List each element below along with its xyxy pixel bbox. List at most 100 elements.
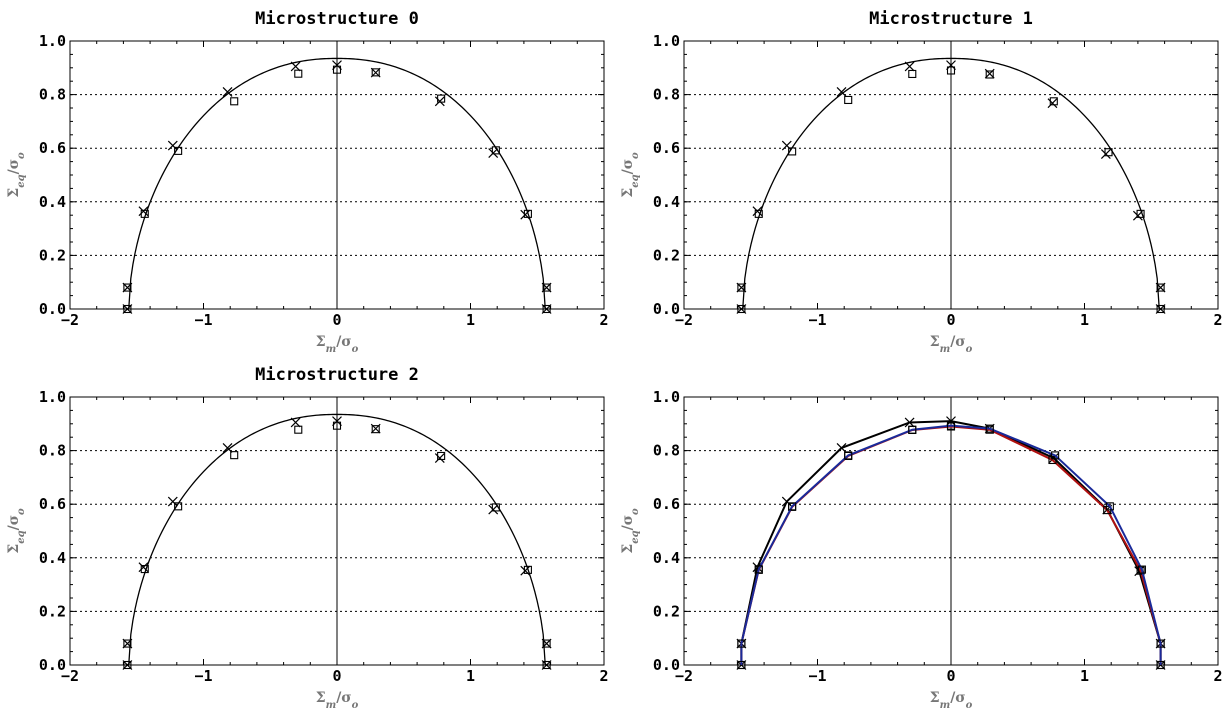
y-tick-label: 0.6 [653,139,680,157]
data-point-square [1156,639,1165,648]
data-point-square [788,147,797,156]
data-point-square [1049,97,1058,106]
data-point-cross [752,206,763,217]
data-point-square [844,95,853,105]
yield-curve [128,57,546,310]
x-tick-label: −1 [808,667,826,685]
data-point-square [985,424,994,433]
x-tick-label: −2 [675,667,693,685]
y-tick-label: 0.2 [653,602,680,620]
x-tick-label: 0 [946,667,955,685]
data-point-cross [290,61,301,72]
y-tick-label: 1.0 [653,32,680,50]
data-point-square [754,209,763,218]
data-point-square [788,502,797,511]
data-point-square [1136,209,1145,218]
data-point-square [523,209,532,218]
y-tick-label: 1.0 [653,388,680,406]
data-point-square [371,68,380,77]
x-axis-label: Σm/σo [316,334,359,355]
data-point-square [542,639,551,648]
data-point-square [230,451,239,460]
data-point-square [737,304,746,314]
x-tick-label: 0 [946,311,955,329]
data-point-square [1048,455,1057,465]
data-point-cross [167,140,178,151]
y-tick-label: 0.2 [39,602,66,620]
data-point-square [174,146,183,155]
x-axis-label: Σm/σo [930,690,973,711]
data-point-square [140,209,149,218]
data-point-square [985,70,994,79]
y-tick-label: 0.8 [39,442,66,460]
y-tick-label: 0.8 [653,86,680,104]
data-point-cross [167,496,178,507]
y-tick-label: 1.0 [39,32,66,50]
x-tick-label: −2 [61,667,79,685]
data-point-square [123,283,132,292]
y-tick-label: 0.8 [39,86,66,104]
data-point-square [332,65,342,74]
data-point-square [1105,502,1114,511]
y-tick-label: 0.6 [39,139,66,157]
data-point-square [140,565,149,574]
data-point-cross [781,140,792,151]
x-tick-label: 0 [332,667,341,685]
data-point-cross [781,496,792,507]
y-tick-label: 0.2 [39,246,66,264]
x-tick-label: 0 [332,311,341,329]
data-point-square [1156,283,1165,292]
x-tick-label: 1 [466,667,475,685]
data-point-square [908,425,917,434]
x-tick-label: 1 [466,311,475,329]
data-point-cross [488,504,499,515]
chart-panel-0: Microstructure 0 −2 −1 0 1 2 0.0 0.2 0.4 0.6 0.8 1.… [6,9,609,355]
chart-title: Microstructure 1 [869,9,1033,29]
x-tick-label: 2 [599,311,608,329]
data-point-square [737,283,746,292]
data-point-cross [488,148,499,158]
y-tick-label: 1.0 [39,388,66,406]
data-point-square [491,146,500,155]
y-axis-label: Σeq/σo [620,508,641,554]
data-point-cross [290,417,301,428]
y-tick-label: 0.0 [39,300,66,318]
data-point-square [523,565,532,574]
y-tick-label: 0.8 [653,442,680,460]
data-point-square [294,425,303,434]
data-point-square [1156,660,1165,670]
data-point-square [1051,451,1060,460]
data-point-cross [1100,149,1111,160]
data-point-square [946,421,956,430]
data-point-square [332,421,342,430]
x-tick-label: −1 [194,667,212,685]
data-point-cross [434,453,445,464]
y-axis-label: Σeq/σo [6,152,27,198]
y-tick-label: 0.6 [39,495,66,513]
data-point-square [491,503,500,512]
chart-title: Microstructure 2 [255,365,419,385]
data-point-cross [836,86,847,97]
y-axis-label: Σeq/σo [620,152,641,198]
data-point-cross [904,61,915,72]
data-point-square [1104,148,1113,157]
y-tick-label: 0.4 [39,193,66,211]
y-tick-label: 0.4 [653,193,680,211]
y-tick-label: 0.0 [39,656,66,674]
y-tick-label: 0.4 [653,549,680,567]
data-point-cross [1132,210,1143,221]
x-axis-label: Σm/σo [930,334,973,355]
x-tick-label: 2 [1213,667,1222,685]
x-tick-label: 2 [599,667,608,685]
data-point-square [437,94,446,103]
data-point-square [1156,304,1165,314]
chart-panel-1: Microstructure 1 −2 −1 0 1 2 0.0 0.2 0.4 0.6 0.8 1.… [620,9,1223,355]
data-point-square [230,97,239,106]
data-point-square [542,660,551,670]
y-tick-label: 0.0 [653,656,680,674]
data-point-square [437,451,446,461]
data-point-cross [222,86,233,97]
chart-panel-3: −2 −1 0 1 2 0.0 0.2 0.4 0.6 0.8 1.0 Σm/σo Σeq/σo [620,388,1223,711]
x-tick-label: 1 [1080,311,1089,329]
